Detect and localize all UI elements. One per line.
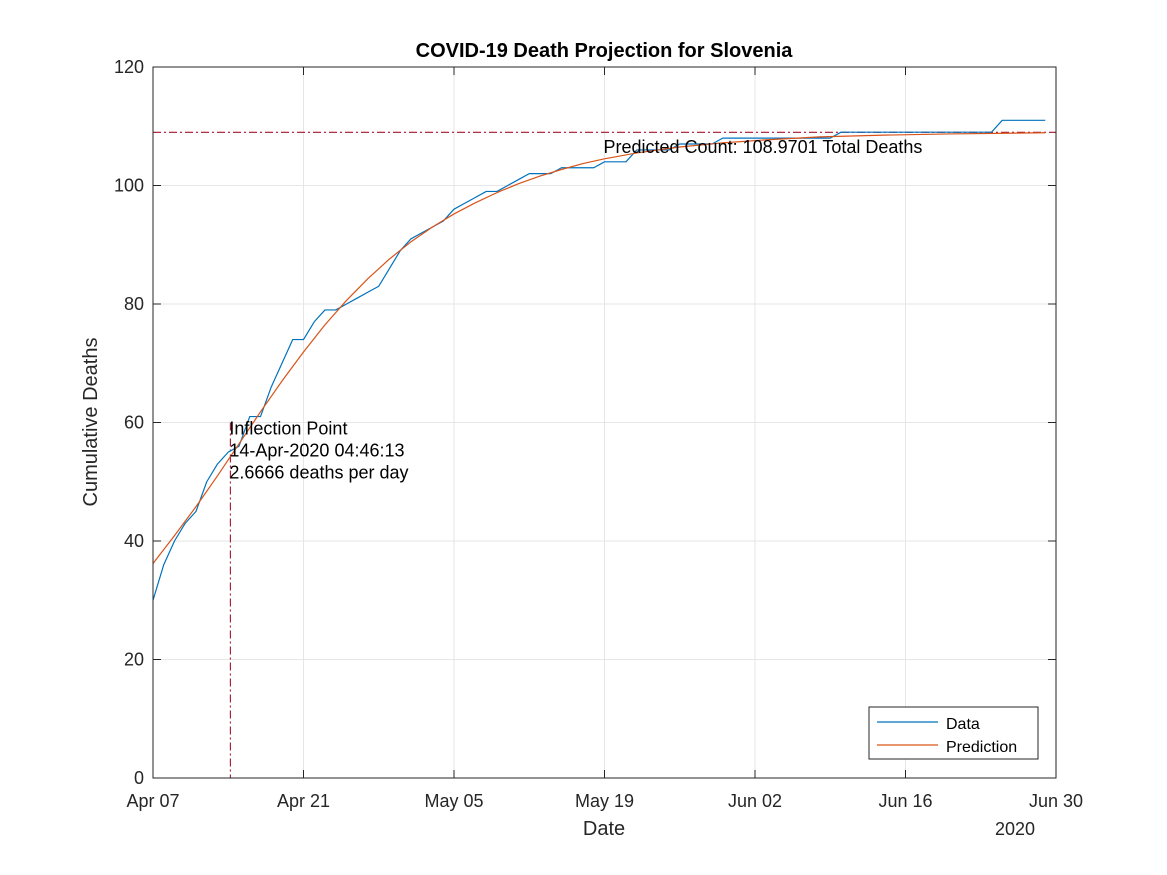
inflection-point-annotation-line: 2.6666 deaths per day bbox=[229, 462, 408, 482]
y-axis-label: Cumulative Deaths bbox=[80, 338, 102, 507]
x-tick-label: Jun 30 bbox=[1029, 791, 1083, 811]
legend: Data Prediction bbox=[868, 706, 1039, 760]
y-tick-label: 0 bbox=[134, 768, 144, 788]
annotations: Predicted Count: 108.9701 Total Deaths In… bbox=[229, 137, 922, 482]
grid bbox=[153, 67, 1056, 778]
y-axis-ticks: 0 20 40 60 80 100 120 bbox=[114, 57, 1056, 788]
x-axis-ticks: Apr 07 Apr 21 May 05 May 19 Jun 02 Jun 16 Jun … bbox=[126, 67, 1083, 811]
x-tick-label: May 05 bbox=[424, 791, 483, 811]
series-lines bbox=[152, 119, 1046, 601]
inflection-point-annotation-line: 14-Apr-2020 04:46:13 bbox=[229, 440, 404, 460]
x-tick-label: Apr 21 bbox=[277, 791, 330, 811]
x-tick-label: May 19 bbox=[575, 791, 634, 811]
y-tick-label: 20 bbox=[124, 650, 144, 670]
inflection-point-annotation-line: Inflection Point bbox=[229, 418, 347, 438]
y-tick-label: 100 bbox=[114, 176, 144, 196]
series-data-line bbox=[152, 119, 1046, 601]
x-tick-label: Jun 16 bbox=[878, 791, 932, 811]
series-prediction-line bbox=[152, 132, 1046, 564]
legend-data-label: Data bbox=[946, 716, 980, 733]
y-tick-label: 80 bbox=[124, 294, 144, 314]
legend-box bbox=[868, 706, 1039, 760]
y-tick-label: 40 bbox=[124, 531, 144, 551]
predicted-count-annotation-line: Predicted Count: 108.9701 Total Deaths bbox=[604, 137, 923, 157]
chart-title: COVID-19 Death Projection for Slovenia bbox=[416, 40, 794, 62]
x-tick-label: Apr 07 bbox=[126, 791, 179, 811]
y-tick-label: 120 bbox=[114, 57, 144, 77]
x-axis-label: Date bbox=[583, 818, 625, 840]
x-tick-label: Jun 02 bbox=[728, 791, 782, 811]
y-tick-label: 60 bbox=[124, 413, 144, 433]
legend-prediction-label: Prediction bbox=[946, 739, 1017, 756]
x-axis-year-label: 2020 bbox=[995, 819, 1035, 839]
